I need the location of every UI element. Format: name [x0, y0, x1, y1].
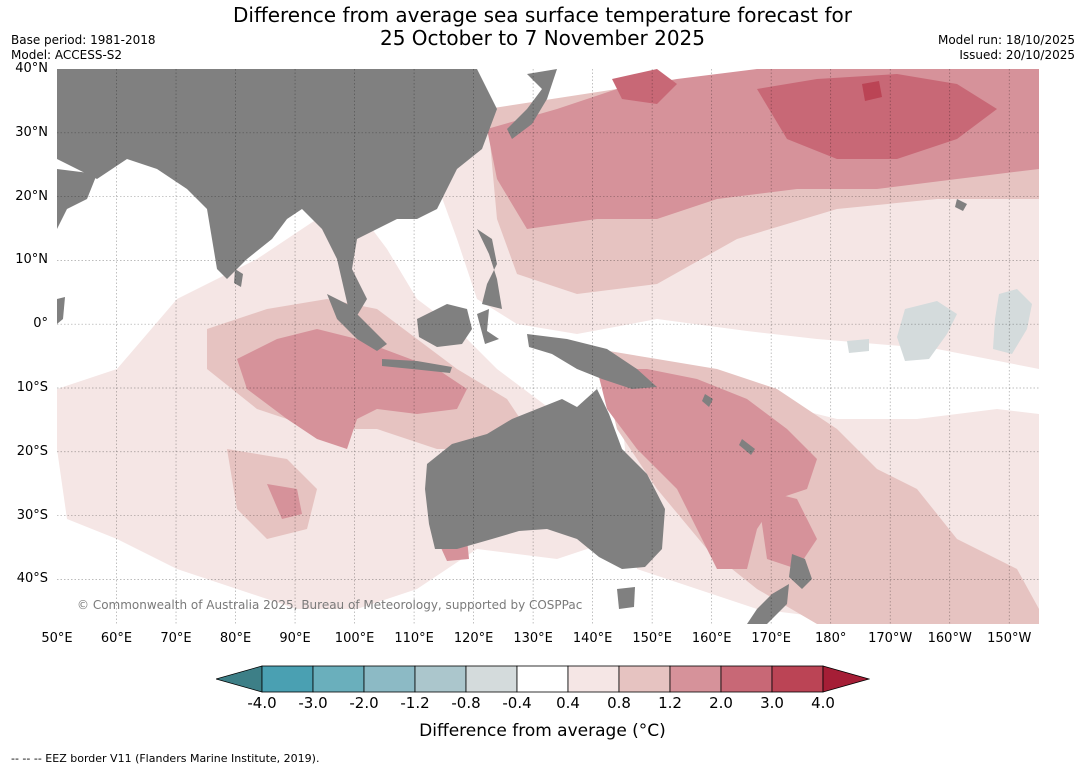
anomaly-12-20-sw-indian	[267, 484, 302, 519]
title-line-1: Difference from average sea surface temp…	[232, 3, 852, 27]
meta-left: Base period: 1981-2018 Model: ACCESS-S2	[11, 33, 156, 63]
lon-label: 160°E	[691, 631, 732, 646]
colorbar-bin	[363, 665, 416, 693]
lat-label: 10°S	[16, 379, 48, 395]
anomaly-cool-equatorial	[847, 339, 869, 353]
land-hawaii	[955, 199, 967, 211]
anomaly-fields	[57, 69, 1039, 624]
colorbar-tick-label: -0.8	[451, 694, 481, 712]
lon-label: 150°W	[987, 631, 1032, 646]
colorbar-tick-label: 1.2	[658, 694, 682, 712]
land-tasmania	[617, 587, 635, 609]
land-asia	[57, 69, 497, 324]
land-new-zealand-north	[789, 554, 812, 589]
colorbar-bin	[720, 665, 773, 693]
lon-label: 130°E	[513, 631, 553, 646]
colorbar-tick-label: -1.2	[400, 694, 430, 712]
issued-date: Issued: 20/10/2025	[959, 48, 1075, 62]
colorbar-bin	[618, 665, 671, 693]
lat-label: 20°N	[15, 188, 48, 204]
landmasses	[57, 69, 967, 624]
lon-label: 70°E	[160, 631, 192, 646]
land-australia	[425, 389, 665, 569]
anomaly-cool-central-pacific	[897, 301, 957, 361]
land-new-guinea	[527, 334, 657, 389]
anomaly-12-20-indian	[237, 329, 467, 449]
lat-label: 40°S	[16, 571, 48, 587]
lon-label: 170°W	[868, 631, 913, 646]
lon-label: 120°E	[453, 631, 494, 646]
base-period: Base period: 1981-2018	[11, 33, 156, 47]
lon-label: 60°E	[100, 631, 133, 646]
colorbar-bin	[312, 665, 365, 693]
colorbar-tick-label: 2.0	[709, 694, 733, 712]
colorbar-bin	[516, 665, 569, 693]
anomaly-30-40-north-pacific	[862, 81, 882, 101]
lon-label: 100°E	[334, 631, 375, 646]
colorbar	[216, 665, 870, 693]
colorbar-bin	[771, 665, 824, 693]
land-sumatra	[327, 294, 387, 351]
colorbar-bin	[261, 665, 314, 693]
anomaly-20-30-kuroshio	[612, 69, 677, 104]
map-panel	[57, 69, 1039, 624]
land-vanuatu	[702, 394, 713, 407]
lat-label: 40°N	[15, 61, 48, 76]
colorbar-tick-label: -4.0	[247, 694, 277, 712]
land-java	[382, 359, 452, 373]
lat-label: 10°N	[15, 252, 48, 268]
meta-right: Model run: 18/10/2025 Issued: 20/10/2025	[938, 33, 1075, 63]
copyright-notice: © Commonwealth of Australia 2025, Bureau…	[77, 598, 583, 612]
lon-label: 180°	[815, 631, 847, 646]
colorbar-bin	[465, 665, 518, 693]
colorbar-label: Difference from average (°C)	[419, 721, 666, 741]
lon-label: 80°E	[219, 631, 252, 646]
land-new-zealand-south	[747, 584, 789, 624]
model-name: Model: ACCESS-S2	[11, 48, 123, 62]
anomaly-12-20-tasman	[757, 489, 817, 569]
anomaly-20-30-north-pacific	[757, 74, 997, 159]
land-sulawesi	[477, 309, 499, 344]
title-line-2: 25 October to 7 November 2025	[379, 26, 706, 50]
chart-title: Difference from average sea surface temp…	[0, 4, 1085, 50]
graticule	[57, 69, 1039, 624]
colorbar-bin	[567, 665, 620, 693]
colorbar-bin	[669, 665, 722, 693]
model-run: Model run: 18/10/2025	[937, 33, 1075, 47]
lat-label: 0°	[33, 316, 48, 332]
colorbar-arrow-high	[822, 665, 870, 693]
lat-label: 30°N	[15, 124, 48, 140]
lat-label: 20°S	[16, 443, 48, 459]
land-madagascar	[57, 297, 65, 324]
sst-anomaly-map	[57, 69, 1039, 624]
colorbar-arrow-low	[216, 665, 263, 693]
land-new-caledonia	[739, 439, 755, 455]
land-philippines	[477, 229, 502, 309]
lon-label: 140°E	[572, 631, 613, 646]
lon-label: 110°E	[394, 631, 434, 646]
lon-label: 50°E	[41, 631, 73, 646]
land-japan	[507, 69, 557, 139]
colorbar-tick-label: -2.0	[349, 694, 379, 712]
lon-label: 150°E	[632, 631, 672, 646]
land-arabia	[57, 169, 97, 229]
land-borneo	[417, 304, 472, 347]
colorbar-tick-label: -0.4	[502, 694, 532, 712]
colorbar-tick-label: 0.4	[556, 694, 580, 712]
colorbar-bin	[414, 665, 467, 693]
colorbar-tick-label: 0.8	[607, 694, 631, 712]
anomaly-cool-east-pacific	[993, 289, 1032, 354]
lon-label: 170°E	[751, 631, 791, 646]
lat-label: 30°S	[16, 507, 48, 523]
eez-footnote: -- -- -- EEZ border V11 (Flanders Marine…	[11, 752, 320, 765]
colorbar-tick-label: -3.0	[298, 694, 328, 712]
lon-label: 160°W	[927, 631, 972, 646]
colorbar-tick-label: 4.0	[811, 694, 835, 712]
colorbar-tick-label: 3.0	[760, 694, 784, 712]
land-sri-lanka	[234, 269, 243, 287]
lon-label: 90°E	[279, 631, 311, 646]
